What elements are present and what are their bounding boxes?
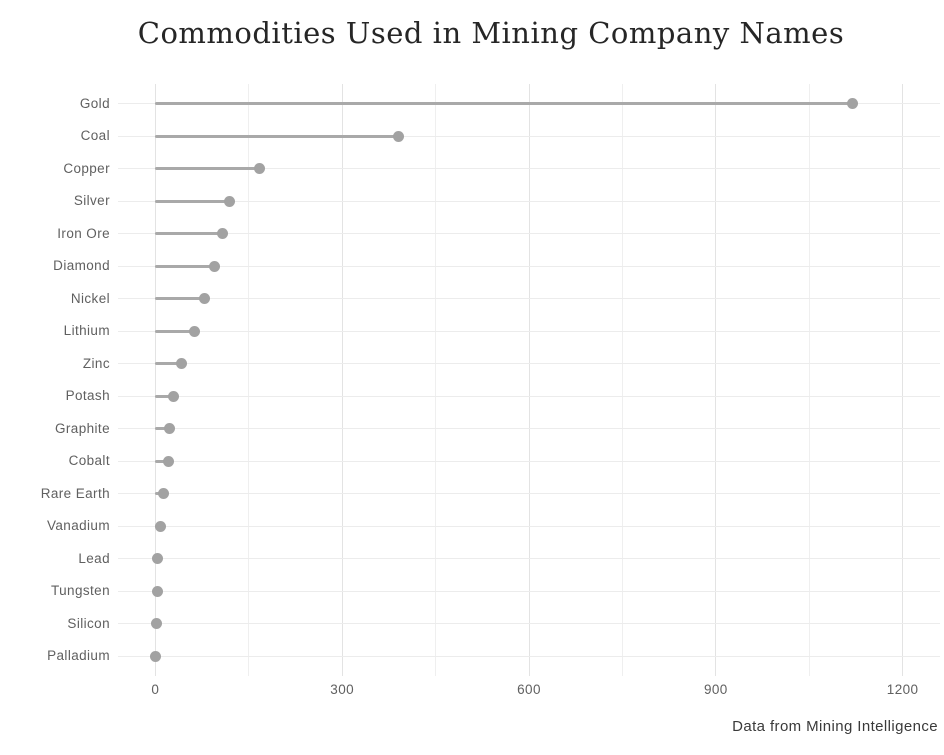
category-label: Tungsten <box>51 583 110 599</box>
gridline-vertical-major <box>902 84 904 676</box>
lollipop-dot <box>154 520 166 532</box>
lollipop-stem <box>155 329 195 333</box>
x-axis-labels: 0 300 600 900 1200 <box>0 682 944 704</box>
category-label: Diamond <box>53 258 110 274</box>
gridline-vertical-major <box>341 84 343 676</box>
lollipop-stem <box>155 167 260 171</box>
category-label: Lithium <box>63 323 110 339</box>
category-label: Vanadium <box>47 518 110 534</box>
gridline-horizontal <box>118 395 940 397</box>
gridline-vertical-minor <box>808 84 810 676</box>
lollipop-stem <box>155 394 174 398</box>
lollipop-dot <box>217 228 229 240</box>
gridline-horizontal <box>118 298 940 300</box>
lollipop-dot <box>150 650 162 662</box>
gridline-horizontal <box>118 233 940 235</box>
category-label: Potash <box>65 388 110 404</box>
gridline-vertical-minor <box>435 84 437 676</box>
gridline-horizontal <box>118 200 940 202</box>
category-label: Lead <box>78 550 110 566</box>
lollipop-dot <box>209 260 221 272</box>
gridline-horizontal <box>118 330 940 332</box>
lollipop-dot <box>157 488 169 500</box>
category-label: Zinc <box>82 355 110 371</box>
chart-caption: Data from Mining Intelligence <box>732 718 938 735</box>
category-label: Graphite <box>55 420 110 436</box>
chart-title: Commodities Used in Mining Company Names <box>137 16 845 50</box>
lollipop-stem <box>155 232 223 236</box>
lollipop-stem <box>155 297 205 301</box>
gridline-horizontal <box>118 655 940 657</box>
lollipop-dot <box>151 585 163 597</box>
x-tick-label: 900 <box>703 682 728 697</box>
gridline-vertical-major <box>528 84 530 676</box>
category-label: Gold <box>79 95 110 111</box>
lollipop-dot <box>152 553 164 565</box>
gridline-horizontal <box>118 135 940 137</box>
lollipop-dot <box>164 423 176 435</box>
gridline-horizontal <box>118 460 940 462</box>
lollipop-dot <box>176 358 188 370</box>
gridline-horizontal <box>118 590 940 592</box>
lollipop-stem <box>155 134 399 138</box>
category-label: Copper <box>63 160 110 176</box>
gridline-vertical-minor <box>248 84 250 676</box>
lollipop-stem <box>155 264 215 268</box>
gridline-horizontal <box>118 428 940 430</box>
lollipop-stem <box>155 362 182 366</box>
y-axis-labels: Gold Coal Copper Silver Iron Ore Diamond Nicke… <box>0 84 112 676</box>
category-label: Silver <box>73 193 110 209</box>
category-label: Iron Ore <box>57 225 110 241</box>
lollipop-stem <box>155 459 169 463</box>
x-tick-label: 1200 <box>886 682 919 697</box>
lollipop-dot <box>189 325 201 337</box>
lollipop-stem <box>155 102 853 106</box>
lollipop-dot <box>253 163 265 175</box>
gridline-horizontal <box>118 525 940 527</box>
lollipop-dot <box>167 390 179 402</box>
category-label: Rare Earth <box>40 485 110 501</box>
x-tick-label: 0 <box>151 682 160 697</box>
gridline-horizontal <box>118 363 940 365</box>
gridline-vertical-major <box>715 84 717 676</box>
gridline-horizontal <box>118 493 940 495</box>
plot-panel <box>118 84 940 676</box>
lollipop-dot <box>392 130 404 142</box>
gridline-horizontal <box>118 265 940 267</box>
category-label: Cobalt <box>68 453 110 469</box>
lollipop-dot <box>151 618 163 630</box>
lollipop-dot <box>199 293 211 305</box>
lollipop-dot <box>162 455 174 467</box>
gridline-horizontal <box>118 168 940 170</box>
lollipop-stem <box>155 427 170 431</box>
gridline-vertical-minor <box>621 84 623 676</box>
gridline-vertical-major <box>154 84 156 676</box>
gridline-horizontal <box>118 623 940 625</box>
x-tick-label: 600 <box>517 682 541 697</box>
category-label: Silicon <box>67 615 110 631</box>
x-tick-label: 300 <box>330 682 355 697</box>
lollipop-dot <box>223 195 235 207</box>
lollipop-stem <box>155 199 230 203</box>
lollipop-dot <box>847 98 859 110</box>
category-label: Palladium <box>47 648 110 664</box>
gridline-horizontal <box>118 558 940 560</box>
category-label: Coal <box>80 128 110 144</box>
category-label: Nickel <box>70 290 110 306</box>
